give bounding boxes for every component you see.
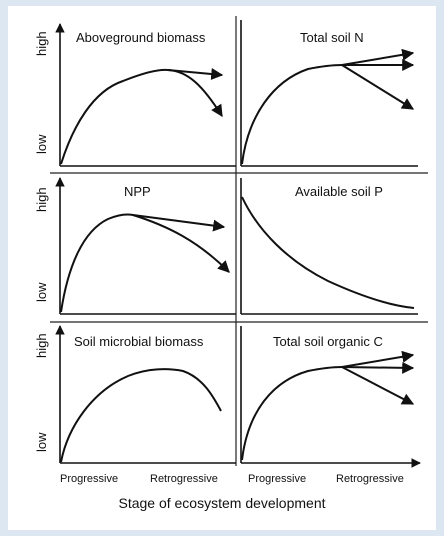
arrow-aboveground-stable xyxy=(167,68,224,80)
arrow-organic-c-down xyxy=(341,366,415,405)
panel-title-npp: NPP xyxy=(124,184,151,199)
y-high-label-row3: high xyxy=(34,333,49,358)
y-labels: high low high low high low xyxy=(34,31,49,452)
x-labels: Progressive Retrogressive Progressive Re… xyxy=(60,473,404,485)
x-axis-title: Stage of ecosystem development xyxy=(118,495,325,511)
panel-title-microbial: Soil microbial biomass xyxy=(74,334,204,349)
arrow-organic-c-up xyxy=(341,350,415,368)
curve-microbial xyxy=(60,368,222,463)
curve-npp xyxy=(60,213,230,313)
panel-grid xyxy=(50,16,428,466)
diagram-canvas: high low high low high low Aboveground b… xyxy=(34,16,428,511)
curve-soil-n xyxy=(241,64,343,165)
y-low-label-row2: low xyxy=(34,282,49,302)
curve-aboveground xyxy=(60,68,223,165)
y-high-label-row2: high xyxy=(34,187,49,212)
curves xyxy=(60,48,415,463)
arrow-soil-n-up xyxy=(341,48,415,66)
panel-title-soil-n: Total soil N xyxy=(300,30,364,45)
panel-title-aboveground: Aboveground biomass xyxy=(76,30,206,45)
figure-frame: high low high low high low Aboveground b… xyxy=(8,6,436,530)
x-axes xyxy=(60,165,421,468)
panel-title-soil-p: Available soil P xyxy=(295,184,383,199)
y-axes xyxy=(55,20,242,463)
x-label-progressive-right: Progressive xyxy=(248,473,306,485)
arrow-npp-stable xyxy=(132,214,226,232)
x-label-retrogressive-right: Retrogressive xyxy=(336,473,404,485)
y-high-label-row1: high xyxy=(34,31,49,56)
y-low-label-row3: low xyxy=(34,432,49,452)
y-low-label-row1: low xyxy=(34,134,49,154)
curve-organic-c xyxy=(241,366,343,461)
panel-titles: Aboveground biomass Total soil N NPP Ava… xyxy=(74,30,383,349)
arrow-soil-n-down xyxy=(341,64,415,110)
x-label-progressive-left: Progressive xyxy=(60,473,118,485)
x-label-retrogressive-left: Retrogressive xyxy=(150,473,218,485)
panel-title-organic-c: Total soil organic C xyxy=(273,334,383,349)
arrow-organic-c-flat xyxy=(341,361,415,374)
curve-soil-p xyxy=(241,196,415,309)
